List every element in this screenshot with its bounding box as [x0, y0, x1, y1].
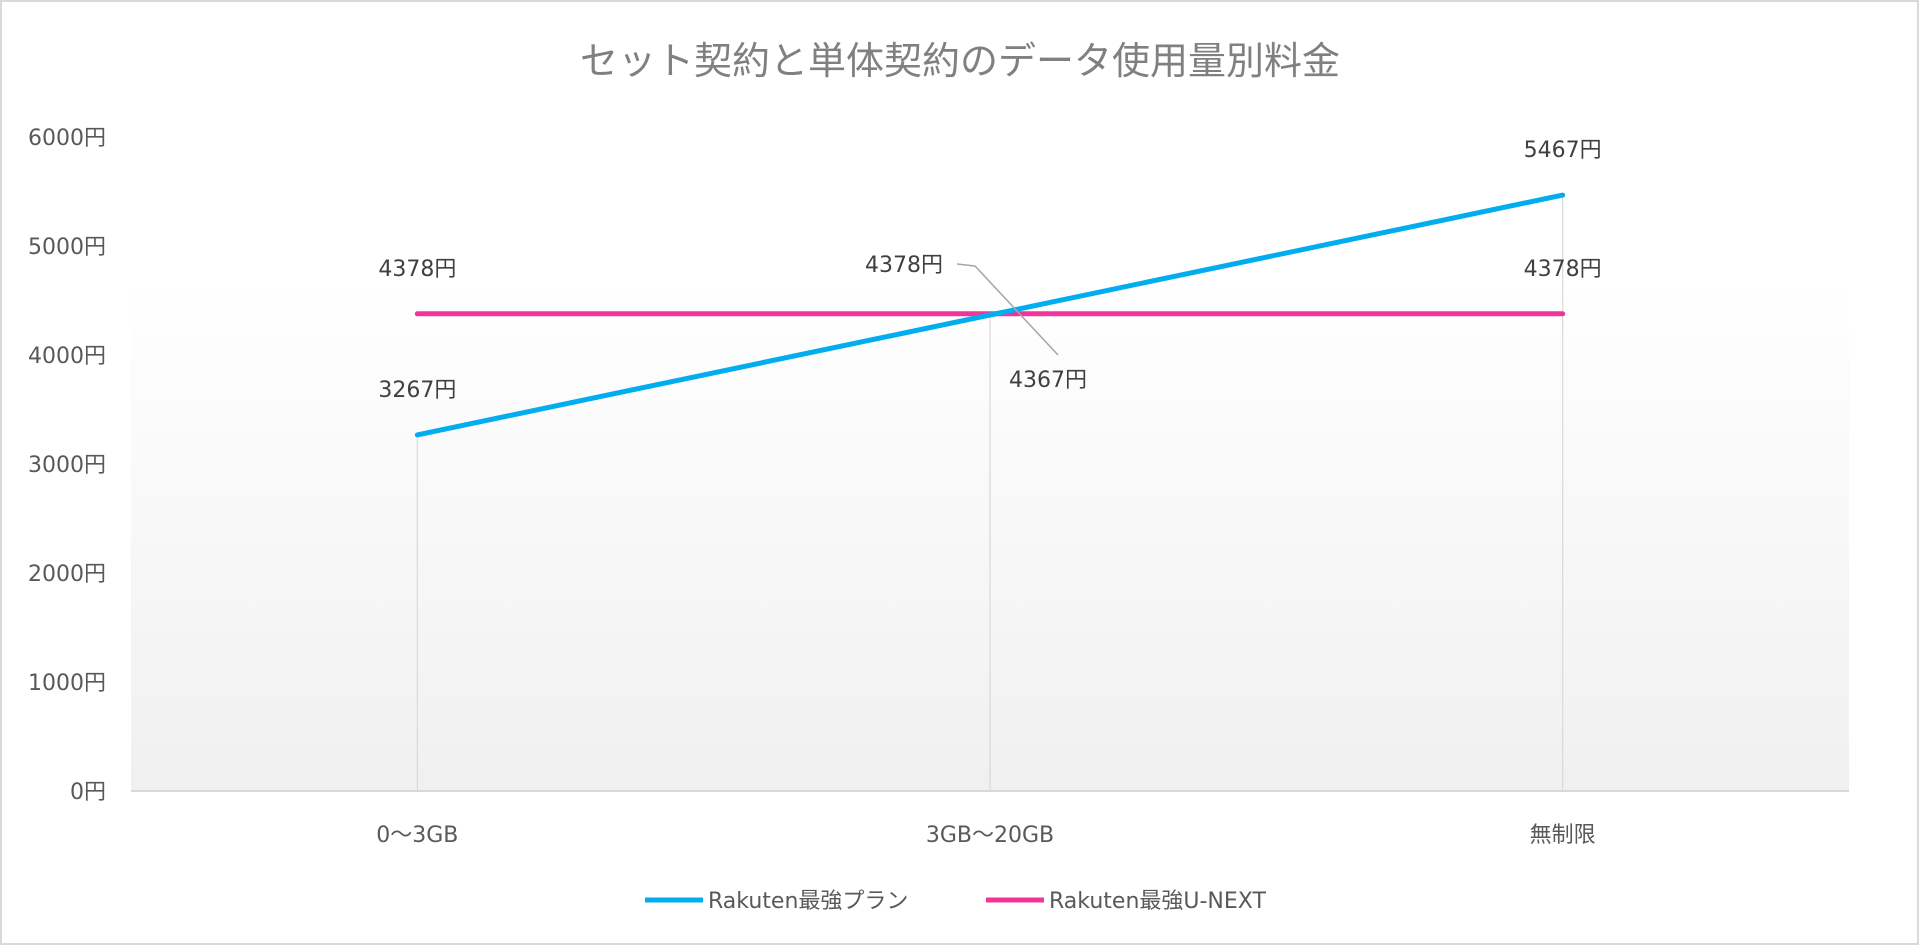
chart-title: セット契約と単体契約のデータ使用量別料金: [580, 39, 1340, 83]
y-tick-label: 4000円: [28, 344, 106, 369]
data-label: 3267円: [378, 378, 456, 403]
data-label: 4378円: [1524, 257, 1602, 282]
data-label: 4367円: [1009, 368, 1087, 393]
data-label: 4378円: [378, 257, 456, 282]
y-tick-label: 6000円: [28, 126, 106, 151]
data-label: 4378円: [865, 253, 943, 278]
y-tick-label: 3000円: [28, 453, 106, 478]
x-tick-label: 無制限: [1530, 823, 1596, 848]
legend-label: Rakuten最強プラン: [708, 889, 908, 914]
data-label-leader-line: [956, 263, 1059, 356]
y-tick-label: 1000円: [28, 671, 106, 696]
y-tick-label: 5000円: [28, 235, 106, 260]
y-tick-label: 0円: [70, 780, 106, 805]
x-tick-label: 0〜3GB: [376, 823, 458, 848]
data-label: 5467円: [1524, 138, 1602, 163]
legend-label: Rakuten最強U-NEXT: [1049, 889, 1266, 914]
y-tick-label: 2000円: [28, 562, 106, 587]
series-line: [414, 192, 1566, 438]
x-tick-label: 3GB〜20GB: [926, 823, 1054, 848]
